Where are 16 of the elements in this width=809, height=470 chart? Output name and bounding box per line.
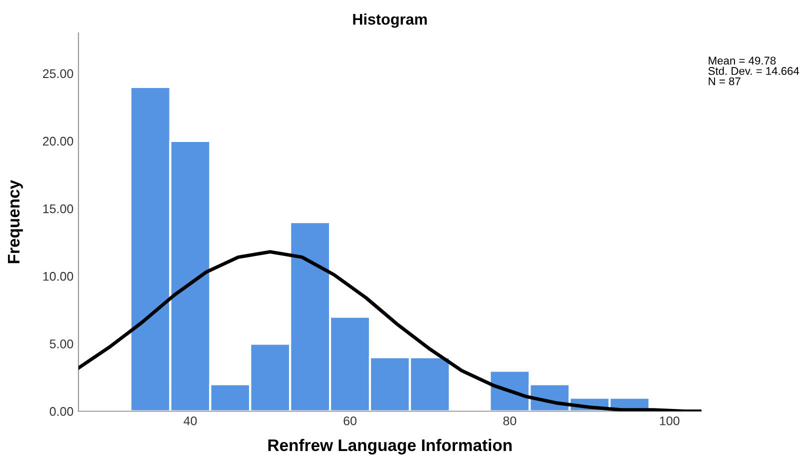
text: N = 87	[708, 77, 740, 86]
chart-title: Histogram	[353, 13, 427, 28]
y-tick-label: 15.00	[43, 204, 74, 214]
y-tick-label: 25.00	[42, 69, 74, 78]
y-axis-title: Frequency	[8, 180, 23, 264]
y-tick-label: 10.00	[43, 272, 74, 281]
x-axis-title: Renfrew Language Information	[268, 438, 512, 454]
x-tick-label: 40	[184, 416, 197, 426]
text: Std. Dev. = 14.664	[708, 66, 800, 75]
x-tick-label: 100	[660, 416, 680, 426]
x-tick-label: 60	[344, 416, 356, 426]
y-tick-label: 0.00	[50, 407, 74, 416]
y-tick-label: 5.00	[50, 339, 74, 348]
y-tick-label: 20.00	[42, 136, 74, 146]
text: Mean = 49.78	[708, 56, 776, 65]
x-tick-label: 80	[503, 416, 516, 426]
